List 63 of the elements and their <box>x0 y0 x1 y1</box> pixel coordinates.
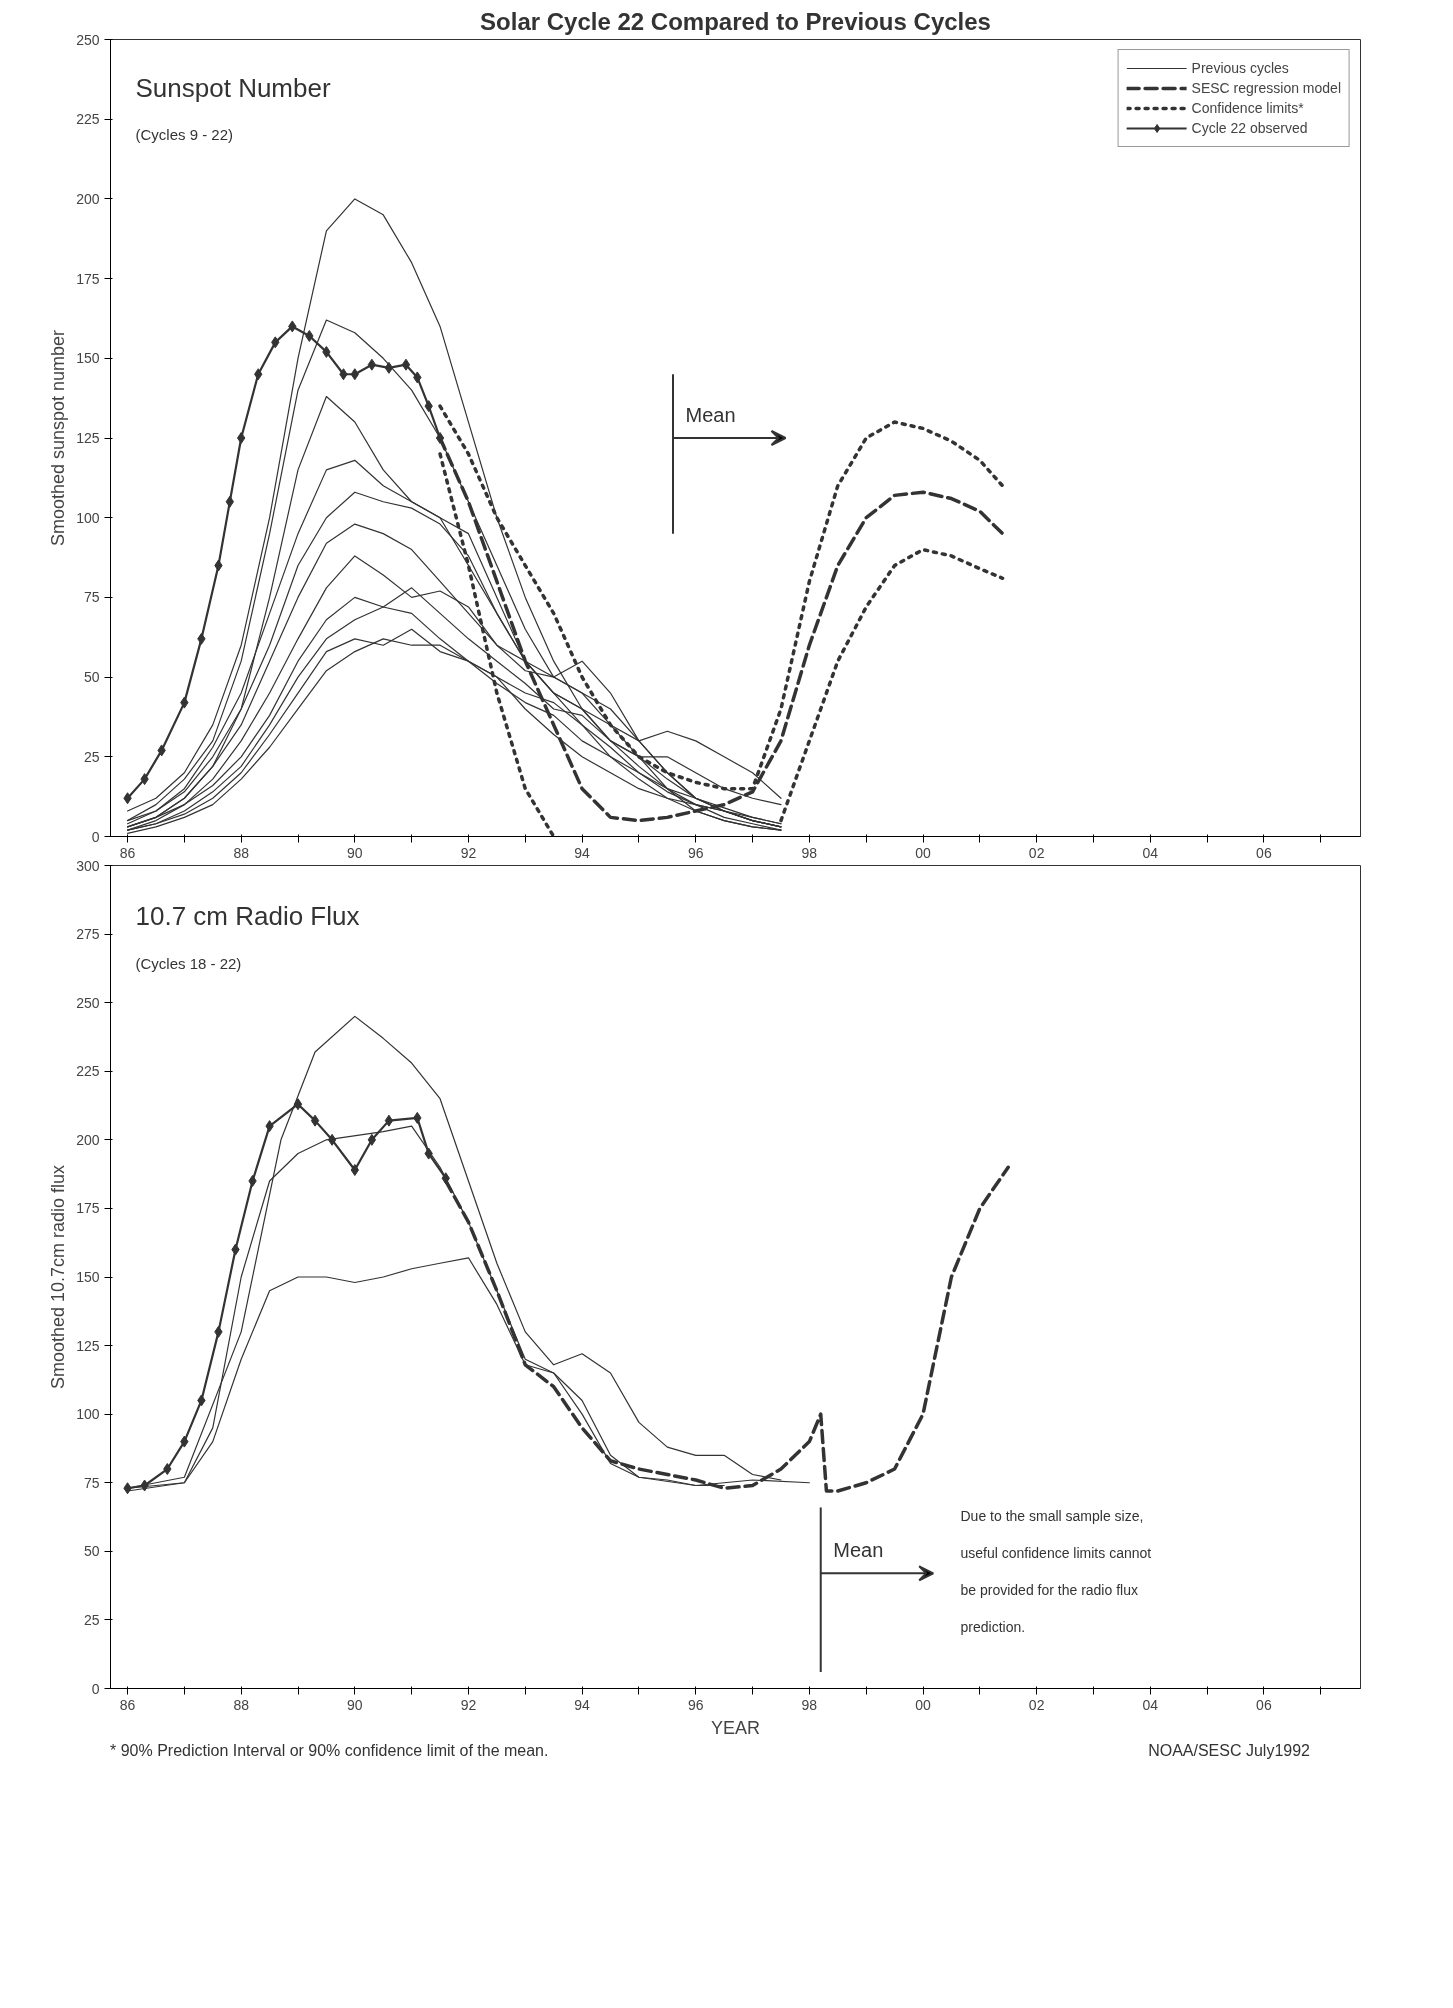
text: NOAA/SESC July1992 <box>1148 1741 1310 1761</box>
y-tick-label: 200 <box>76 1131 100 1148</box>
x-tick-label: 02 <box>1028 844 1045 861</box>
y-tick-label: 275 <box>76 926 100 943</box>
x-tick-label: 86 <box>119 1696 136 1713</box>
y-tick-label: 100 <box>76 509 100 526</box>
y-axis-title: Smoothed 10.7cm radio flux <box>48 1164 69 1390</box>
y-tick-label: 250 <box>76 994 100 1011</box>
x-tick-label: 90 <box>347 1696 363 1713</box>
y-tick-label: 125 <box>76 1337 100 1354</box>
y-tick-label: 150 <box>76 1269 100 1285</box>
legend-label: Previous cycles <box>1191 60 1289 76</box>
x-tick-label: 00 <box>915 844 931 861</box>
x-tick-label: 94 <box>574 844 591 861</box>
y-tick-label: 225 <box>76 1063 100 1080</box>
y-tick-label: 100 <box>76 1406 100 1423</box>
legend-label: Cycle 22 observed <box>1191 120 1308 136</box>
x-tick-label: 00 <box>915 1696 931 1713</box>
y-tick-label: 125 <box>76 430 100 446</box>
x-tick-label: 96 <box>687 844 704 861</box>
y-tick-label: 175 <box>76 1200 100 1217</box>
y-tick-label: 25 <box>83 748 100 765</box>
y-tick-label: 300 <box>76 857 100 874</box>
y-tick-label: 0 <box>91 1680 100 1697</box>
x-tick-label: 96 <box>687 1696 704 1713</box>
x-tick-label: 86 <box>119 844 136 861</box>
y-tick-label: 0 <box>91 828 100 845</box>
annotation: 10.7 cm Radio Flux <box>135 901 360 932</box>
chart-title: Solar Cycle 22 Compared to Previous Cycles <box>480 7 991 35</box>
ref-line-label: Mean <box>685 404 736 427</box>
x-tick-label: 88 <box>233 844 250 861</box>
x-tick-label: 98 <box>801 1696 818 1713</box>
y-tick-label: 50 <box>83 669 100 686</box>
x-tick-label: 02 <box>1028 1696 1045 1713</box>
y-tick-label: 175 <box>76 270 100 287</box>
x-tick-label: 04 <box>1142 1696 1159 1713</box>
x-tick-label: 06 <box>1256 1696 1272 1713</box>
annotation: (Cycles 18 - 22) <box>135 955 242 973</box>
y-axis-title: Smoothed sunspot number <box>48 329 69 547</box>
x-tick-label: 88 <box>233 1696 250 1713</box>
x-tick-label: 92 <box>460 1696 477 1713</box>
annotation: Sunspot Number <box>135 73 331 104</box>
y-tick-label: 150 <box>76 350 100 367</box>
x-tick-label: 98 <box>801 844 818 861</box>
x-axis-title: YEAR <box>710 1717 761 1738</box>
y-tick-label: 250 <box>76 31 100 48</box>
text: Due to the small sample size, useful confidence limits cannot be provided for the radio flux prediction. <box>960 1507 1152 1636</box>
y-tick-label: 225 <box>76 111 100 128</box>
y-tick-label: 75 <box>83 589 100 606</box>
legend-label: Confidence limits* <box>1191 100 1304 116</box>
x-tick-label: 94 <box>574 1696 591 1713</box>
y-tick-label: 75 <box>83 1474 100 1491</box>
x-tick-label: 04 <box>1142 844 1159 861</box>
y-tick-label: 25 <box>83 1611 100 1628</box>
x-tick-label: 92 <box>460 844 477 861</box>
annotation: (Cycles 9 - 22) <box>135 126 234 144</box>
x-tick-label: 90 <box>347 844 363 861</box>
legend-label: SESC regression model <box>1191 80 1341 96</box>
ref-line-label: Mean <box>833 1538 884 1561</box>
y-tick-label: 50 <box>83 1543 100 1560</box>
text: * 90% Prediction Interval or 90% confidence limit of the mean. <box>110 1741 549 1761</box>
x-tick-label: 06 <box>1256 844 1272 861</box>
y-tick-label: 200 <box>76 190 100 207</box>
